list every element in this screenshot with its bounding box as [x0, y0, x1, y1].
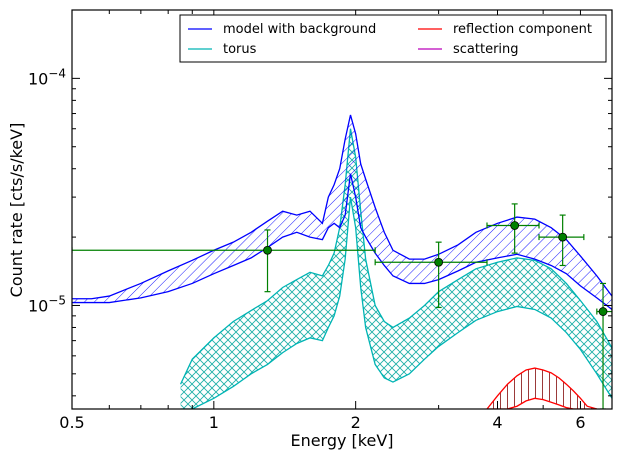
data-point-1 — [72, 229, 376, 293]
legend-label-model: model with background — [223, 22, 376, 37]
data-point-5 — [596, 282, 612, 409]
x-tick-label: 2 — [351, 413, 361, 432]
band-fill-torus — [180, 128, 612, 409]
x-axis-label: Energy [keV] — [290, 431, 393, 450]
x-tick-label: 1 — [209, 413, 219, 432]
band-lower-line-torus — [180, 196, 612, 409]
legend: model with background torus reflection c… — [179, 14, 607, 63]
axis-ticks: 0.5 1 2 4 6 10−5 10−4 — [28, 10, 612, 432]
band-lower-line-model — [72, 173, 612, 311]
data-point-marker — [598, 307, 608, 316]
plot-points — [72, 203, 612, 409]
data-point-marker — [263, 245, 272, 255]
y-tick-label: 10−4 — [28, 66, 66, 88]
data-point-4 — [538, 214, 585, 267]
x-tick-label: 4 — [492, 413, 502, 432]
band-upper-line-model — [72, 114, 612, 300]
data-point-marker — [558, 232, 568, 242]
x-tick-label: 6 — [575, 413, 585, 432]
legend-label-torus: torus — [223, 42, 257, 57]
plot-frame — [71, 9, 613, 410]
legend-box — [179, 14, 607, 63]
data-point-2 — [374, 241, 488, 309]
band-upper-line-reflection — [486, 367, 598, 409]
legend-label-scattering: scattering — [453, 42, 519, 57]
data-point-3 — [486, 203, 540, 254]
band-upper-line-torus — [179, 128, 612, 385]
y-tick-label: 10−5 — [28, 293, 66, 315]
legend-label-reflection: reflection component — [453, 22, 592, 37]
x-tick-label: 0.5 — [59, 413, 84, 432]
data-point-marker — [434, 257, 444, 267]
y-axis-label: Count rate [cts/s/keV] — [7, 123, 26, 298]
plot-bands — [72, 114, 612, 409]
data-point-marker — [510, 221, 520, 230]
band-fill-model — [72, 114, 612, 310]
